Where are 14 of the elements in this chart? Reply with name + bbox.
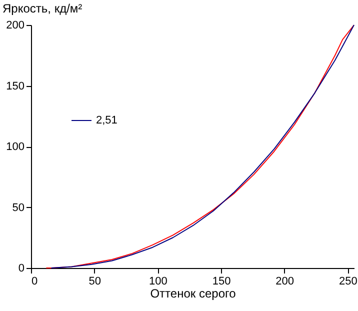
y-tick-label: 150: [6, 80, 24, 92]
y-axis-title: Яркость, кд/м²: [2, 2, 82, 16]
x-axis-title: Оттенок серого: [150, 286, 236, 300]
y-tick-label: 200: [6, 20, 24, 32]
x-tick-label: 50: [88, 276, 101, 288]
y-tick-label: 0: [18, 262, 24, 274]
x-tick-label: 0: [32, 276, 38, 288]
x-tick-label: 200: [276, 276, 294, 288]
legend-label: 2,51: [96, 114, 118, 126]
x-tick-label: 100: [148, 276, 168, 288]
y-tick-label: 50: [12, 202, 24, 214]
x-tick-label: 150: [212, 276, 231, 288]
y-tick-label: 100: [6, 141, 24, 153]
x-tick-label: 250: [338, 276, 358, 288]
